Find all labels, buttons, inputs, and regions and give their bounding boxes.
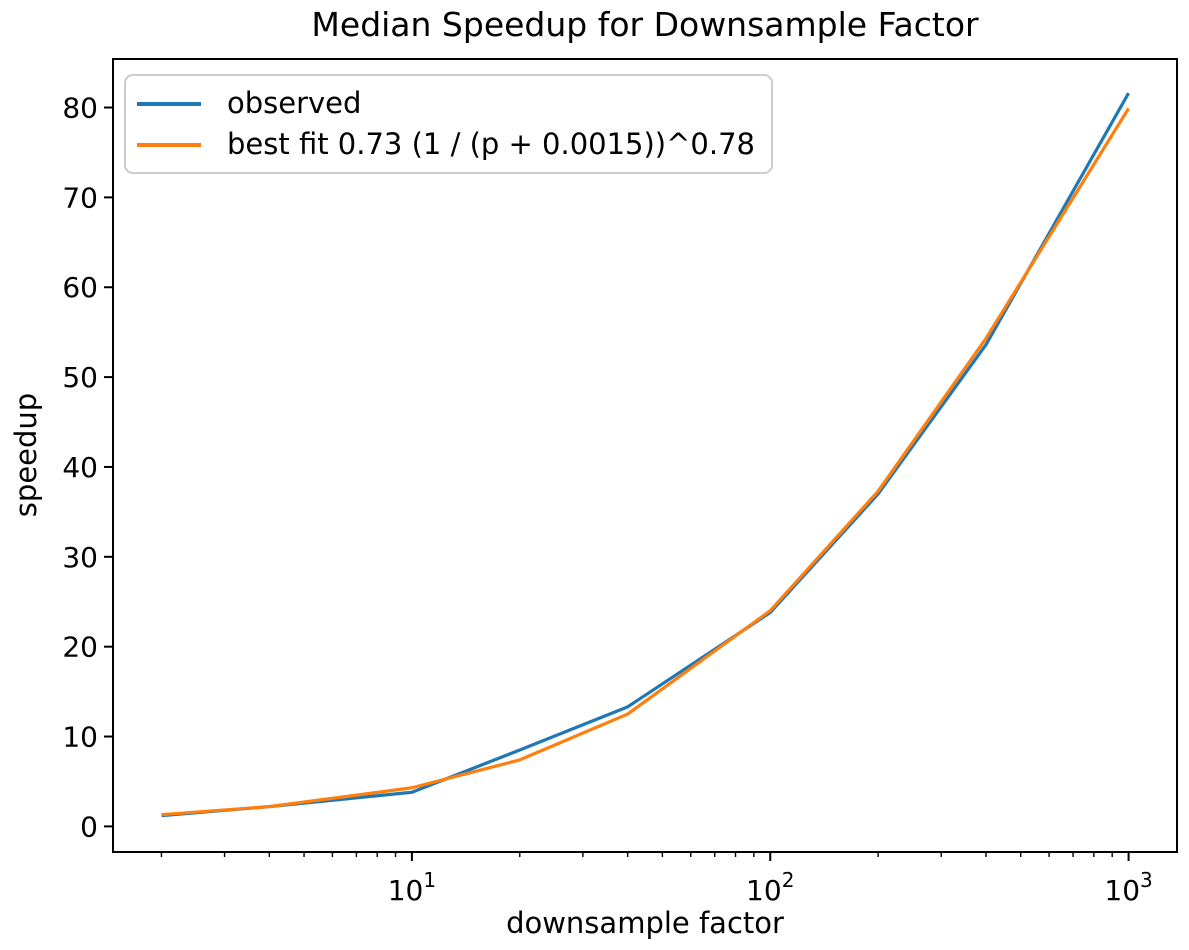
- legend: observed best fit 0.73 (1 / (p + 0.0015)…: [124, 74, 773, 174]
- y-tick-label: 70: [62, 181, 98, 214]
- x-tick-label: 102: [746, 868, 794, 907]
- y-tick-label: 10: [62, 721, 98, 754]
- y-axis-label: speedup: [9, 392, 43, 518]
- x-tick-label: 101: [388, 868, 436, 907]
- y-tick-label: 30: [62, 541, 98, 574]
- legend-label-best-fit: best fit 0.73 (1 / (p + 0.0015))^0.78: [227, 127, 755, 161]
- y-tick-label: 0: [80, 810, 98, 843]
- legend-label-observed: observed: [227, 86, 362, 120]
- y-tick-label: 60: [62, 271, 98, 304]
- x-tick-label: 103: [1104, 868, 1152, 907]
- y-tick-label: 50: [62, 361, 98, 394]
- chart-title: Median Speedup for Downsample Factor: [311, 5, 979, 44]
- best-fit-line: [161, 107, 1130, 817]
- legend-item-best-fit: best fit 0.73 (1 / (p + 0.0015))^0.78: [137, 124, 755, 165]
- y-tick-label: 20: [62, 631, 98, 664]
- legend-item-observed: observed: [137, 83, 755, 124]
- y-tick-label: 40: [62, 451, 98, 484]
- observed-line-swatch: [137, 101, 201, 106]
- axes-frame: [112, 58, 1178, 853]
- y-tick-label: 80: [62, 92, 98, 125]
- x-axis-label: downsample factor: [506, 906, 784, 940]
- observed-line: [161, 92, 1130, 818]
- best-fit-line-swatch: [137, 142, 201, 147]
